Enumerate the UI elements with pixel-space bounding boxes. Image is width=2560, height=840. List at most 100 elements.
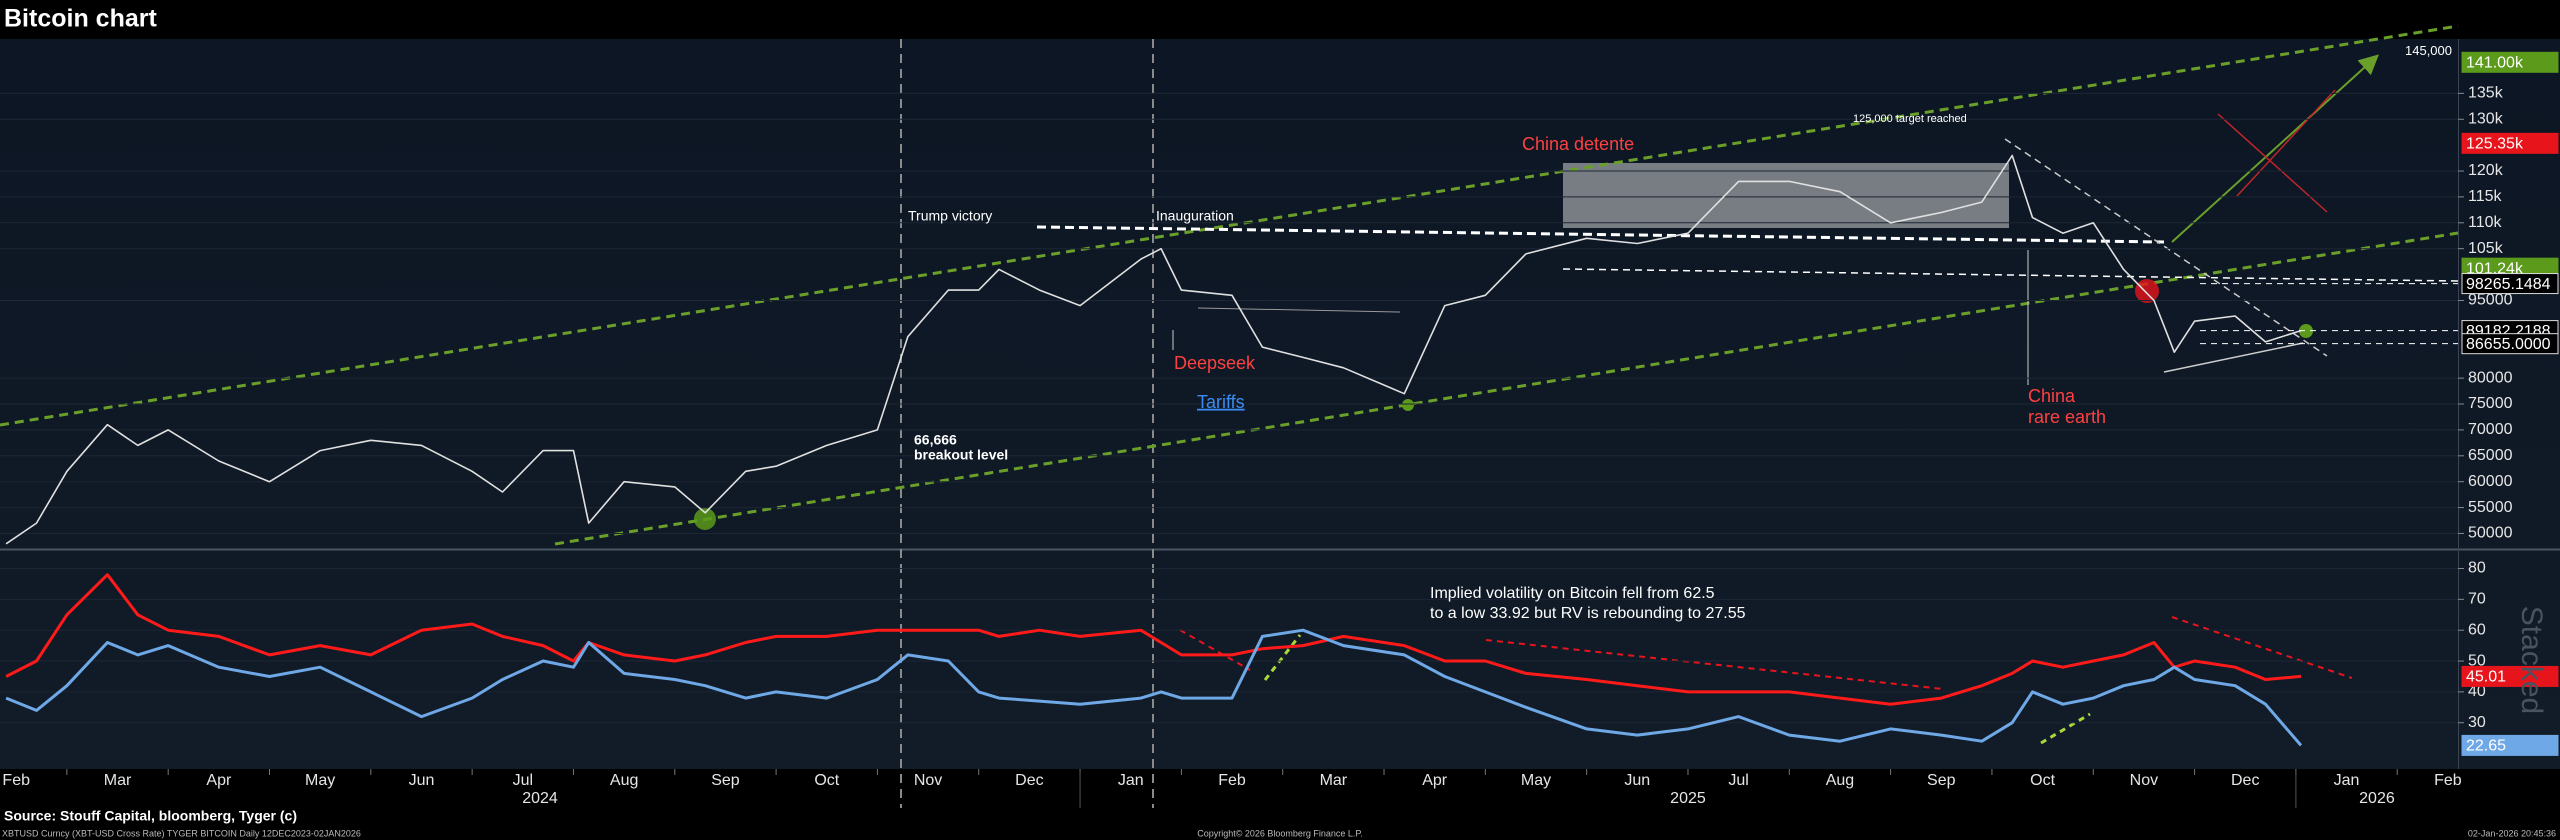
x-tick-label: Jul (513, 772, 533, 789)
annotation: rare earth (2028, 407, 2106, 427)
y-limit-label: 145,000 (2405, 43, 2452, 58)
level-box (2461, 333, 2559, 355)
x-tick-label: May (305, 772, 335, 789)
y-tick-label: 110k (2468, 214, 2503, 231)
footer-left: XBTUSD Curncy (XBT-USD Cross Rate) TYGER… (2, 828, 361, 838)
footer-center: Copyright© 2026 Bloomberg Finance L.P. (1197, 828, 1363, 838)
level-label: 86655.0000 (2466, 336, 2551, 353)
trend-arrow (1179, 629, 1251, 671)
level-label: 98265.1484 (2466, 276, 2551, 293)
x-tick-label: Nov (2130, 772, 2158, 789)
x-tick-label: Feb (2, 772, 30, 789)
x-tick-label: Dec (2231, 772, 2259, 789)
level-box (2461, 51, 2559, 73)
annotation: Deepseek (1174, 353, 1256, 373)
x-tick-label: Dec (1015, 772, 1043, 789)
x-tick-label: Aug (1826, 772, 1854, 789)
y-tick-label: 120k (2468, 162, 2504, 179)
x-tick-label: Mar (1320, 772, 1348, 789)
annotation: Trump victory (908, 208, 992, 224)
y-tick-label: 70000 (2468, 421, 2513, 438)
y-tick-label: 55000 (2468, 499, 2513, 516)
x-tick-label: Feb (2434, 772, 2462, 789)
triangle-line (2163, 342, 2304, 373)
y-tick-label: 60000 (2468, 473, 2513, 490)
break-marker (2135, 279, 2159, 303)
annotation: China detente (1522, 134, 1634, 154)
x-tick-label: Oct (2030, 772, 2055, 789)
y-tick-label: 75000 (2468, 395, 2513, 412)
x-tick-label: Jan (2334, 772, 2360, 789)
level-box (2461, 132, 2559, 154)
x-tick-label: Apr (1422, 772, 1448, 789)
trend-arrow (2040, 712, 2091, 745)
page-title: Bitcoin chart (4, 5, 157, 33)
plot: 50000 55000 60000 65000 70000 75000 80000 95000… (0, 43, 2559, 808)
x-tick-label: Nov (914, 772, 942, 789)
annotation: Tariffs (1197, 392, 1245, 412)
y-tick-label: 65000 (2468, 447, 2513, 464)
data-line (5, 628, 2303, 747)
level-label: 22.65 (2466, 738, 2506, 755)
low-marker (694, 508, 716, 530)
y-tick-label: 50000 (2468, 525, 2513, 542)
y-tick-label: 135k (2468, 85, 2504, 102)
y-tick-label: 105k (2468, 240, 2504, 257)
trend-arrow (2171, 616, 2353, 679)
cross-line (2236, 89, 2336, 197)
y-tick-label: 30 (2468, 714, 2486, 731)
year-label: 2024 (522, 790, 558, 807)
annotation: Implied volatility on Bitcoin fell from … (1430, 585, 1715, 602)
year-label: 2025 (1670, 790, 1706, 807)
level-label: 141.00k (2466, 55, 2524, 72)
x-tick-label: Jun (409, 772, 435, 789)
level-box (2461, 273, 2559, 295)
x-tick-label: Sep (1927, 772, 1956, 789)
support-line (1562, 268, 2459, 282)
y-tick-label: 70 (2468, 591, 2486, 608)
range-line (1197, 307, 1401, 313)
range-box (1563, 163, 2009, 228)
target-arrow (2171, 54, 2379, 243)
y-tick-label: 50 (2468, 652, 2486, 669)
y-tick-label: 95000 (2468, 292, 2513, 309)
vol-drawings (1179, 616, 2353, 745)
annotation: China (2028, 386, 2076, 406)
level-box (2461, 734, 2559, 756)
y-tick-label: 60 (2468, 621, 2486, 638)
source: Source: Stouff Capital, bloomberg, Tyger… (4, 808, 297, 824)
x-tick-label: Mar (104, 772, 132, 789)
trend-line (2004, 138, 2328, 357)
trend-arrow (1263, 634, 1302, 681)
x-tick-label: Oct (814, 772, 839, 789)
y-tick-label: 130k (2468, 110, 2504, 127)
drawings (0, 24, 2459, 546)
y-tick-label: 80000 (2468, 369, 2513, 386)
resistance-line (1036, 225, 2165, 244)
y-tick-label: 40 (2468, 683, 2486, 700)
low-marker (1402, 399, 1414, 411)
data-line (5, 154, 2302, 545)
channel-line (0, 24, 2459, 427)
x-tick-label: May (1521, 772, 1551, 789)
footer-right: 02-Jan-2026 20:45:36 (2468, 828, 2556, 838)
annotation: 125,000 target reached (1853, 113, 1967, 125)
year-label: 2026 (2359, 790, 2395, 807)
x-tick-label: Feb (1218, 772, 1246, 789)
annotation: to a low 33.92 but RV is rebounding to 2… (1430, 605, 1746, 622)
annotation: 66,666 (914, 432, 957, 448)
watermark: Stacked (2515, 606, 2548, 714)
y-tick-label: 115k (2468, 188, 2503, 205)
cross-line (2217, 113, 2328, 213)
x-tick-label: Apr (206, 772, 232, 789)
low-marker (2299, 324, 2313, 338)
x-tick-label: Jun (1624, 772, 1650, 789)
level-label: 45.01 (2466, 669, 2506, 686)
axis-background (0, 769, 2560, 840)
x-tick-label: Jan (1118, 772, 1144, 789)
annotation: breakout level (914, 447, 1008, 463)
x-tick-label: Aug (610, 772, 638, 789)
data-line (5, 573, 2302, 706)
level-label: 125.35k (2466, 136, 2524, 153)
